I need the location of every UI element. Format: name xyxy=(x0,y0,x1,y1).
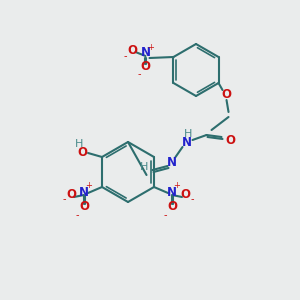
Text: -: - xyxy=(62,194,66,204)
Text: N: N xyxy=(182,136,191,148)
Text: O: O xyxy=(167,200,177,214)
Text: N: N xyxy=(167,185,177,199)
Text: O: O xyxy=(180,188,190,200)
Text: +: + xyxy=(147,43,154,52)
Text: N: N xyxy=(167,157,176,169)
Text: +: + xyxy=(173,181,180,190)
Text: O: O xyxy=(77,146,87,158)
Text: N: N xyxy=(79,185,89,199)
Text: N: N xyxy=(140,46,151,59)
Text: H: H xyxy=(184,129,193,139)
Text: H: H xyxy=(75,139,83,149)
Text: O: O xyxy=(79,200,89,214)
Text: -: - xyxy=(138,69,141,79)
Text: O: O xyxy=(66,188,76,200)
Text: H: H xyxy=(140,162,149,172)
Text: O: O xyxy=(221,88,232,101)
Text: -: - xyxy=(124,51,127,61)
Text: O: O xyxy=(128,44,137,58)
Text: -: - xyxy=(190,194,194,204)
Text: O: O xyxy=(140,61,151,74)
Text: +: + xyxy=(85,181,92,190)
Text: -: - xyxy=(163,210,167,220)
Text: O: O xyxy=(226,134,236,146)
Text: -: - xyxy=(75,210,79,220)
